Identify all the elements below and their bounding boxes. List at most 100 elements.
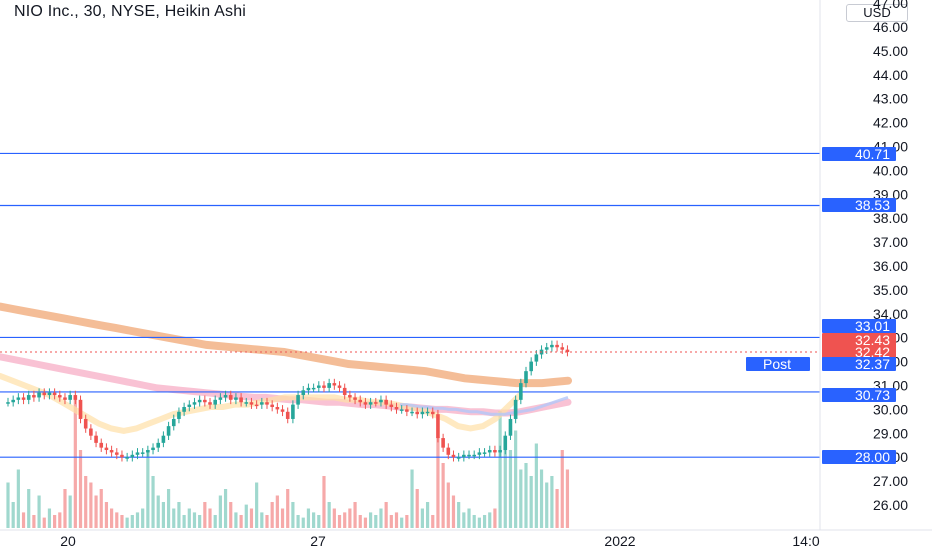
candle-body [171,418,176,427]
candle-body [534,354,539,362]
x-tick-label: 2022 [604,533,635,549]
volume-bar [524,463,528,528]
candle-body [270,404,274,408]
y-tick-label: 42.00 [873,115,908,131]
candle-body [52,392,57,396]
volume-bar [275,495,279,528]
volume-bar [488,512,492,528]
price-label-bg [822,345,896,359]
volume-bar [21,512,26,528]
y-tick-label: 44.00 [873,67,908,83]
candle-body [467,454,471,457]
candle-body [322,385,326,388]
y-tick-label: 38.00 [873,210,908,226]
candle-body [135,452,140,455]
candle-body [249,402,254,405]
candle-body [394,407,399,410]
volume-bar [519,469,523,528]
price-label-bg [822,319,896,333]
volume-bar [332,508,336,528]
candle-body [280,409,285,412]
volume-bar [358,515,362,528]
x-tick-label: 27 [310,533,326,549]
horizontal-levels[interactable] [0,152,820,458]
candle-body [99,442,104,448]
volume-bar [317,515,321,528]
volume-bar [58,512,62,528]
volume-bar [343,512,347,528]
time-axis[interactable]: 20 27 2022 14:0 [60,533,820,549]
volume-bar [493,508,497,528]
volume-bar [229,502,233,528]
volume-bar [477,517,481,528]
candle-body [513,399,518,419]
candle-body [456,457,461,459]
volume-bar [363,517,368,528]
volume-bar [301,517,305,528]
y-tick-label: 40.00 [873,162,908,178]
candle-body [239,397,243,403]
candle-body [425,411,430,414]
candle-body [208,402,212,405]
volume-bar [177,502,181,528]
candle-body [73,395,78,400]
price-label: 32.43 [855,332,890,348]
y-tick-label: 29.00 [873,425,908,441]
volume-bar [99,489,103,528]
ma-blue-line [400,395,569,416]
volume-bar [545,482,549,528]
volume-bar [192,512,197,528]
candle-body [353,397,357,400]
volume-bar [53,515,57,528]
volume-bar [239,515,243,528]
candle-body [301,390,306,396]
candle-body [503,435,508,451]
volume-bars [6,398,570,528]
price-axis[interactable]: 26.0027.0028.0029.0030.0031.0032.0033.00… [873,0,908,513]
candle-body [130,454,135,458]
price-label-bg [822,357,896,371]
volume-bar [16,469,20,528]
candle-body [42,392,47,396]
y-tick-label: 27.00 [873,473,908,489]
volume-bar [141,508,145,528]
volume-bar [498,411,502,528]
volume-bar [172,508,176,528]
candle-body [487,450,492,453]
candle-body [161,435,166,443]
price-label: 30.73 [855,387,890,403]
volume-bar [223,489,228,528]
ma-orange-line [0,302,572,388]
candle-body [482,452,487,454]
candle-body [63,397,67,400]
volume-bar [514,430,518,528]
volume-bar [400,517,404,528]
volume-bar [420,508,424,528]
volume-bar [11,502,15,528]
volume-bar [425,502,430,528]
candle-body [508,418,513,436]
price-label: 40.71 [855,146,890,162]
candle-body [203,399,207,403]
volume-bar [451,495,456,528]
candle-body [348,395,352,398]
volume-bar [27,489,31,528]
candle-body [104,447,109,451]
currency-button[interactable]: USD [846,4,908,22]
candle-body [146,450,150,453]
volume-bar [441,463,445,528]
volume-bar [260,512,264,528]
candle-body [89,428,93,436]
volume-bar [384,502,388,528]
volume-bar [369,512,373,528]
candle-body [285,411,290,419]
y-tick-label: 45.00 [873,43,908,59]
candle-body [109,450,114,453]
volume-bar [166,489,171,528]
volume-bar [130,515,134,528]
candle-body [234,397,238,400]
candle-body [182,407,186,412]
volume-bar [539,469,544,528]
candle-body [254,404,259,407]
